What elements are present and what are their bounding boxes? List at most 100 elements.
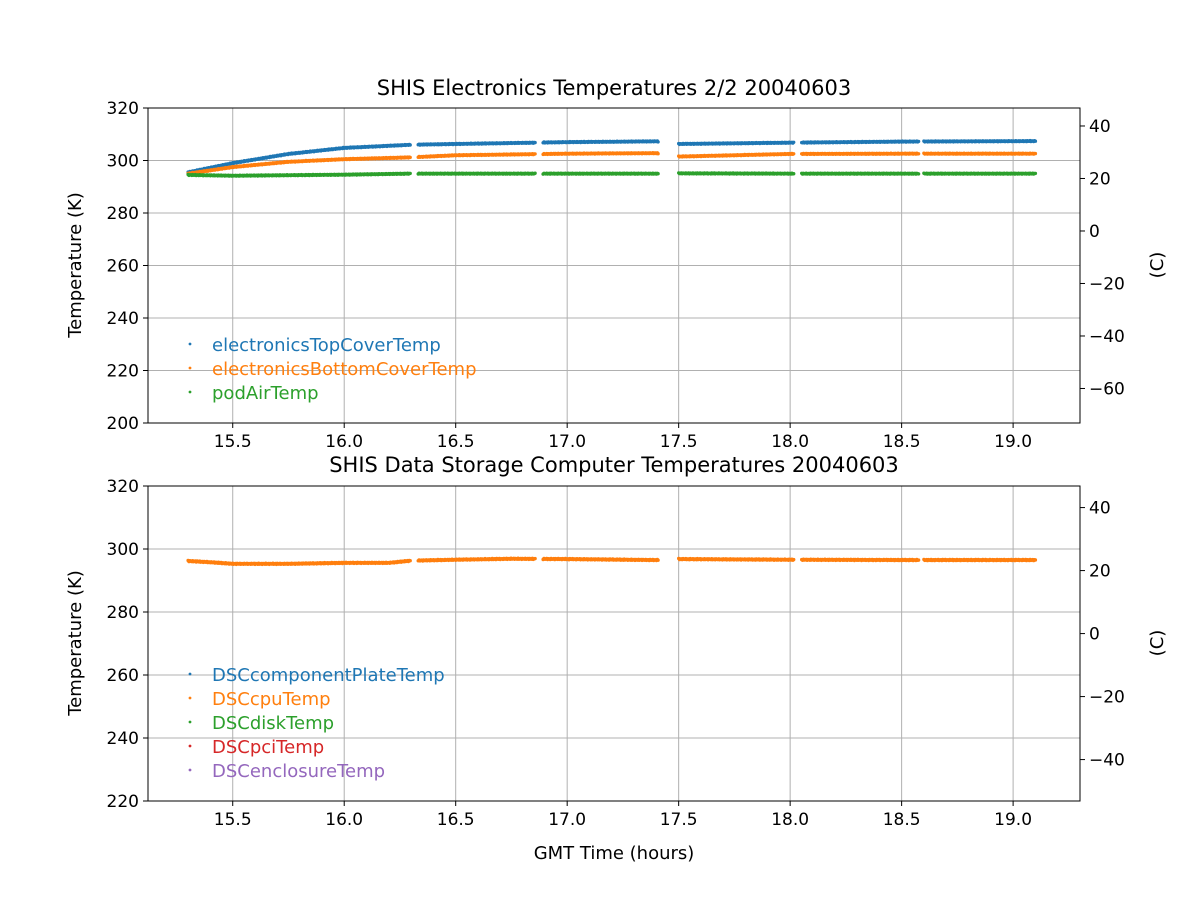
electronics-temperature-chart: SHIS Electronics Temperatures 2/2 200406… [65,76,1168,452]
y-tick-label: 320 [107,99,139,119]
data-point [792,152,796,156]
x-tick-label: 18.5 [883,432,921,452]
legend-marker [188,720,192,724]
x-axis: 15.5 16.0 16.5 17.0 17.5 18.0 18.5 19.0 [214,801,1032,830]
y-tick-label: 220 [107,792,139,812]
data-point [656,152,660,156]
y-axis-right: −60 −40 −20 0 20 40 [1080,117,1125,399]
legend-marker [188,672,192,676]
data-marks [186,138,1038,178]
y-tick-label: 300 [107,152,139,172]
y-axis-label-right: (C) [1147,630,1168,657]
series-electronicsBottomCoverTemp [186,151,1038,176]
x-tick-label: 15.5 [214,432,252,452]
x-tick-label: 16.0 [325,432,363,452]
series-DSCcpuTemp [186,556,1038,567]
y-tick-label: 220 [107,362,139,382]
series-electronicsTopCoverTemp [186,138,1038,175]
data-point [408,155,412,160]
data-point [533,556,537,561]
legend-label: DSCcpuTemp [212,689,331,710]
data-point [408,171,412,176]
y-right-tick-label: −60 [1089,379,1125,399]
data-point [533,171,537,175]
legend: DSCcomponentPlateTemp DSCcpuTemp DSCdiskTe… [188,665,445,782]
data-point [1033,171,1038,176]
y-right-tick-label: −20 [1089,688,1125,708]
y-tick-label: 280 [107,204,139,224]
chart-title: SHIS Data Storage Computer Temperatures … [329,453,899,477]
legend-marker [188,768,192,772]
series-podAirTemp [186,171,1038,178]
data-marks [186,556,1038,567]
x-tick-label: 19.0 [994,810,1032,830]
data-point [656,558,660,562]
y-axis-left: 220 240 260 280 300 320 [107,477,148,812]
y-axis-label: Temperature (K) [65,192,86,339]
x-tick-label: 17.0 [548,432,586,452]
chart-title: SHIS Electronics Temperatures 2/2 200406… [377,76,851,100]
y-right-tick-label: 0 [1089,625,1100,645]
y-tick-label: 280 [107,603,139,623]
y-right-tick-label: 40 [1089,499,1111,519]
y-right-tick-label: 20 [1089,169,1111,189]
data-point [408,143,412,147]
y-tick-label: 260 [107,257,139,277]
y-tick-label: 320 [107,477,139,497]
data-point [916,558,921,562]
data-point [1033,151,1038,156]
data-point [792,172,796,176]
x-tick-label: 16.0 [325,810,363,830]
legend-label: DSCcomponentPlateTemp [212,665,445,686]
data-point [916,139,921,144]
y-right-tick-label: −40 [1089,751,1125,771]
x-tick-label: 17.0 [548,810,586,830]
legend-label: DSCenclosureTemp [212,761,385,782]
legend-marker [188,390,192,394]
x-axis-label: GMT Time (hours) [534,843,695,864]
legend-marker [188,696,192,700]
x-tick-label: 17.5 [660,432,698,452]
data-point [916,172,921,176]
y-right-tick-label: 20 [1089,562,1111,582]
data-point [408,559,412,563]
legend-label: electronicsTopCoverTemp [212,335,441,356]
x-tick-label: 18.5 [883,810,921,830]
legend-label: DSCpciTemp [212,737,324,758]
y-tick-label: 200 [107,414,139,434]
x-tick-label: 16.5 [437,432,475,452]
y-tick-label: 240 [107,729,139,749]
y-tick-label: 260 [107,666,139,686]
data-point [1033,139,1038,143]
data-point [656,140,660,144]
x-tick-label: 19.0 [994,432,1032,452]
y-right-tick-label: 40 [1089,117,1111,137]
data-storage-computer-temperature-chart: SHIS Data Storage Computer Temperatures … [65,453,1168,864]
legend-marker [188,744,192,748]
legend-marker [188,366,192,370]
data-point [1033,558,1038,562]
data-point [656,172,660,176]
y-tick-label: 240 [107,309,139,329]
y-right-tick-label: 0 [1089,222,1100,242]
legend: electronicsTopCoverTemp electronicsBottom… [188,335,477,404]
legend-label: DSCdiskTemp [212,713,334,734]
y-tick-label: 300 [107,540,139,560]
y-axis-label: Temperature (K) [65,570,86,717]
data-point [792,557,796,562]
y-right-tick-label: −20 [1089,274,1125,294]
legend-label: electronicsBottomCoverTemp [212,359,477,380]
data-point [533,140,537,145]
x-tick-label: 15.5 [214,810,252,830]
y-axis-right: −40 −20 0 20 40 [1080,499,1125,771]
x-tick-label: 17.5 [660,810,698,830]
x-tick-label: 16.5 [437,810,475,830]
x-axis: 15.5 16.0 16.5 17.0 17.5 18.0 18.5 19.0 [214,423,1032,452]
legend-label: podAirTemp [212,383,319,404]
x-tick-label: 18.0 [771,810,809,830]
data-point [792,140,796,144]
legend-marker [188,342,192,346]
y-right-tick-label: −40 [1089,327,1125,347]
data-point [916,152,921,156]
